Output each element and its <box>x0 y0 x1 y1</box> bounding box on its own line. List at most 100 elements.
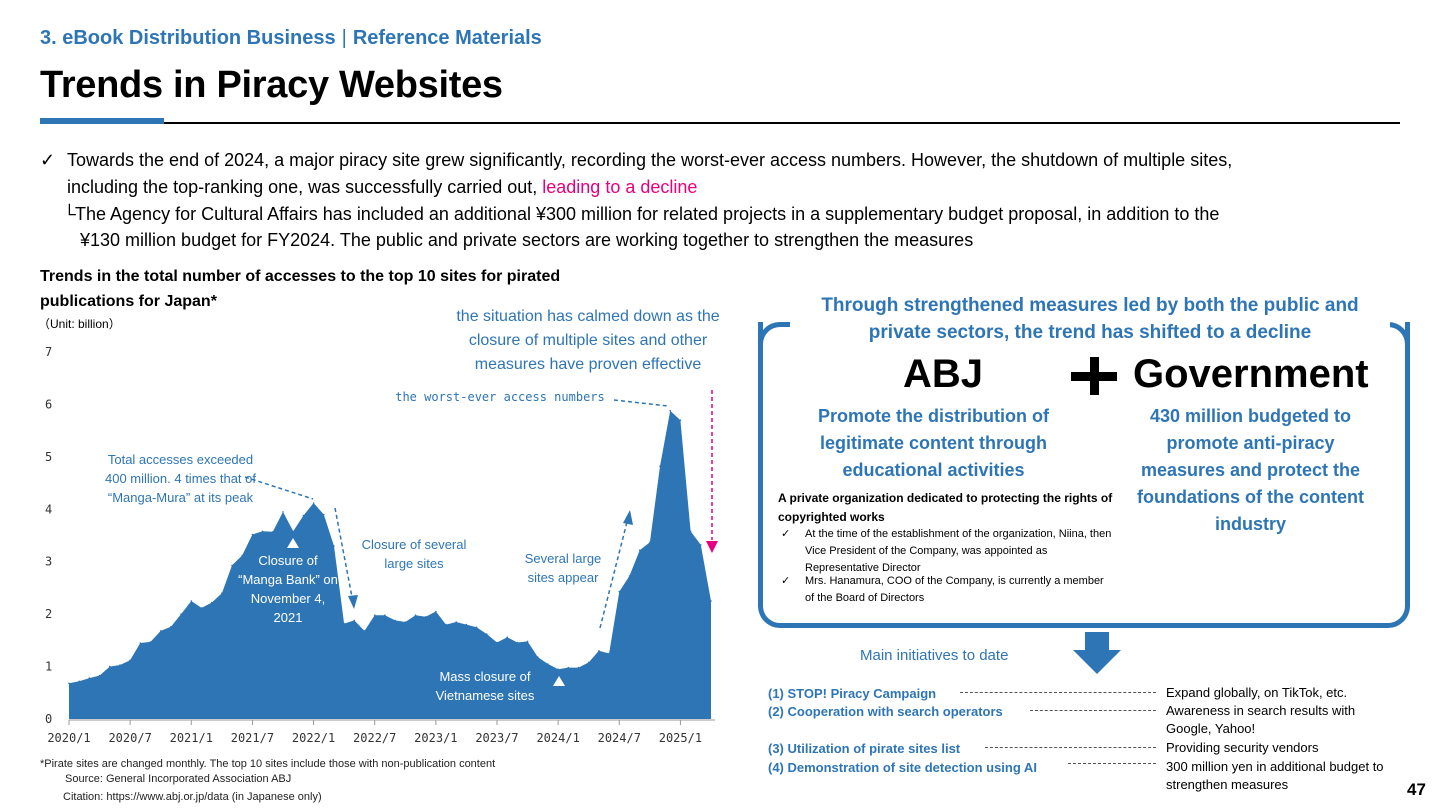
title-rule <box>40 122 1400 124</box>
series-area <box>69 410 711 719</box>
data-point <box>261 530 264 533</box>
x-tick-label: 2021/1 <box>170 731 213 745</box>
x-tick-label: 2024/7 <box>598 731 641 745</box>
initiative-2-label: (2) Cooperation with search operators <box>768 704 1003 719</box>
y-tick-label: 3 <box>45 555 52 569</box>
panel-corner-left <box>758 322 798 344</box>
vietnamese-annotation: Mass closure of Vietnamese sites <box>435 669 535 703</box>
panel-item-1: At the time of the establishment of the … <box>805 528 1112 574</box>
initiative-4-leader <box>1068 763 1156 764</box>
several-appear-annotation: Several large sites appear <box>524 551 602 585</box>
data-point <box>68 682 70 685</box>
y-tick-label: 7 <box>45 345 52 359</box>
data-point <box>496 641 498 644</box>
y-tick-label: 5 <box>45 450 52 464</box>
mangabank-marker <box>287 538 299 548</box>
several-closure-annotation: Closure of several large sites <box>361 537 467 571</box>
initiative-1-label: (1) STOP! Piracy Campaign <box>768 686 937 701</box>
data-point <box>149 641 152 643</box>
data-point <box>78 680 80 683</box>
calmed-annotation: the situation has calmed down as the clo… <box>456 308 720 373</box>
y-tick-label: 6 <box>45 397 52 411</box>
data-point <box>190 600 193 602</box>
x-tick-label: 2022/1 <box>292 731 335 745</box>
data-point <box>221 592 223 594</box>
panel-headline: Through strengthened measures led by bot… <box>790 292 1390 346</box>
data-point <box>506 636 509 638</box>
breadcrumb: 3. eBook Distribution Business | Reference… <box>40 27 542 50</box>
data-point <box>373 614 376 616</box>
appear-arrow-head <box>623 510 633 525</box>
data-point <box>282 511 284 513</box>
calmed-arrow-head <box>706 541 718 553</box>
data-point <box>475 626 478 629</box>
x-tick-label: 2020/1 <box>47 731 90 745</box>
data-point <box>628 575 631 577</box>
y-tick-label: 1 <box>45 660 52 674</box>
data-point <box>700 544 702 546</box>
initiative-2-result: Awareness in search results with Google,… <box>1166 703 1356 736</box>
citation-note: Citation: https://www.abj.or.jp/data (in… <box>63 791 322 803</box>
data-point <box>710 600 712 602</box>
bullet-line-1: Towards the end of 2024, a major piracy … <box>67 150 1233 170</box>
y-tick-label: 4 <box>45 502 52 516</box>
data-point <box>312 502 315 504</box>
data-point <box>88 677 91 679</box>
data-point <box>200 607 203 609</box>
measures-panel <box>758 322 1410 628</box>
data-point <box>567 666 570 669</box>
data-point <box>272 531 274 533</box>
data-point <box>170 625 172 628</box>
chart-svg: 0 1 2 3 4 5 6 7 2020/1 2020/7 2021/1 2021/7 2022/1 20… <box>45 345 718 745</box>
bullet-line-2-text: including the top-ranking one, was succe… <box>67 177 543 197</box>
data-point <box>119 664 121 666</box>
initiative-4-label: (4) Demonstration of site detection usin… <box>768 760 1037 775</box>
panel-corner-right <box>1382 322 1410 344</box>
data-point <box>424 616 427 618</box>
bullet-line-2: including the top-ranking one, was succe… <box>67 174 697 200</box>
breadcrumb-section: 3. eBook Distribution Business <box>40 27 336 49</box>
data-point <box>210 601 213 604</box>
x-tick-label: 2023/1 <box>414 731 457 745</box>
worst-leader <box>613 399 669 407</box>
data-point <box>445 623 447 626</box>
x-tick-label: 2020/7 <box>108 731 151 745</box>
data-point <box>98 674 101 677</box>
initiative-3-label: (3) Utilization of pirate sites list <box>768 741 961 756</box>
data-point <box>241 554 243 557</box>
data-point <box>537 656 539 658</box>
data-point <box>343 622 345 625</box>
data-point <box>435 610 437 613</box>
data-point <box>598 650 600 652</box>
data-point <box>526 640 529 643</box>
y-tick-label: 2 <box>45 607 52 621</box>
footnote: *Pirate sites are changed monthly. The t… <box>40 758 496 770</box>
chart-unit: （Unit: billion） <box>38 317 121 331</box>
item1-check-icon: ✓ <box>781 528 791 540</box>
data-point <box>669 409 671 412</box>
private-org-text: A private organization dedicated to prot… <box>778 491 1113 524</box>
breadcrumb-separator: | <box>341 27 347 49</box>
data-point <box>292 530 295 533</box>
data-point <box>547 663 549 665</box>
data-point <box>180 613 182 615</box>
data-point <box>323 513 325 516</box>
closure-arrow-line <box>334 507 353 598</box>
initiative-3-leader <box>985 747 1156 748</box>
abj-label: ABJ <box>903 352 984 396</box>
mangabank-annotation: Closure of “Manga Bank” on November 4, 2… <box>238 553 338 625</box>
data-point <box>649 541 651 544</box>
page-title: Trends in Piracy Websites <box>40 64 503 106</box>
initiative-1-result: Expand globally, on TikTok, etc. <box>1166 685 1348 700</box>
data-point <box>577 666 580 669</box>
data-point <box>231 564 233 567</box>
bullet-check-icon: ✓ <box>40 150 56 170</box>
data-point <box>608 652 610 655</box>
data-point <box>414 614 417 616</box>
data-point <box>353 619 356 622</box>
initiative-3-result: Providing security vendors <box>1166 740 1319 755</box>
data-point <box>516 641 519 644</box>
data-point <box>618 590 621 593</box>
data-point <box>129 659 131 662</box>
x-tick-label: 2023/7 <box>475 731 518 745</box>
